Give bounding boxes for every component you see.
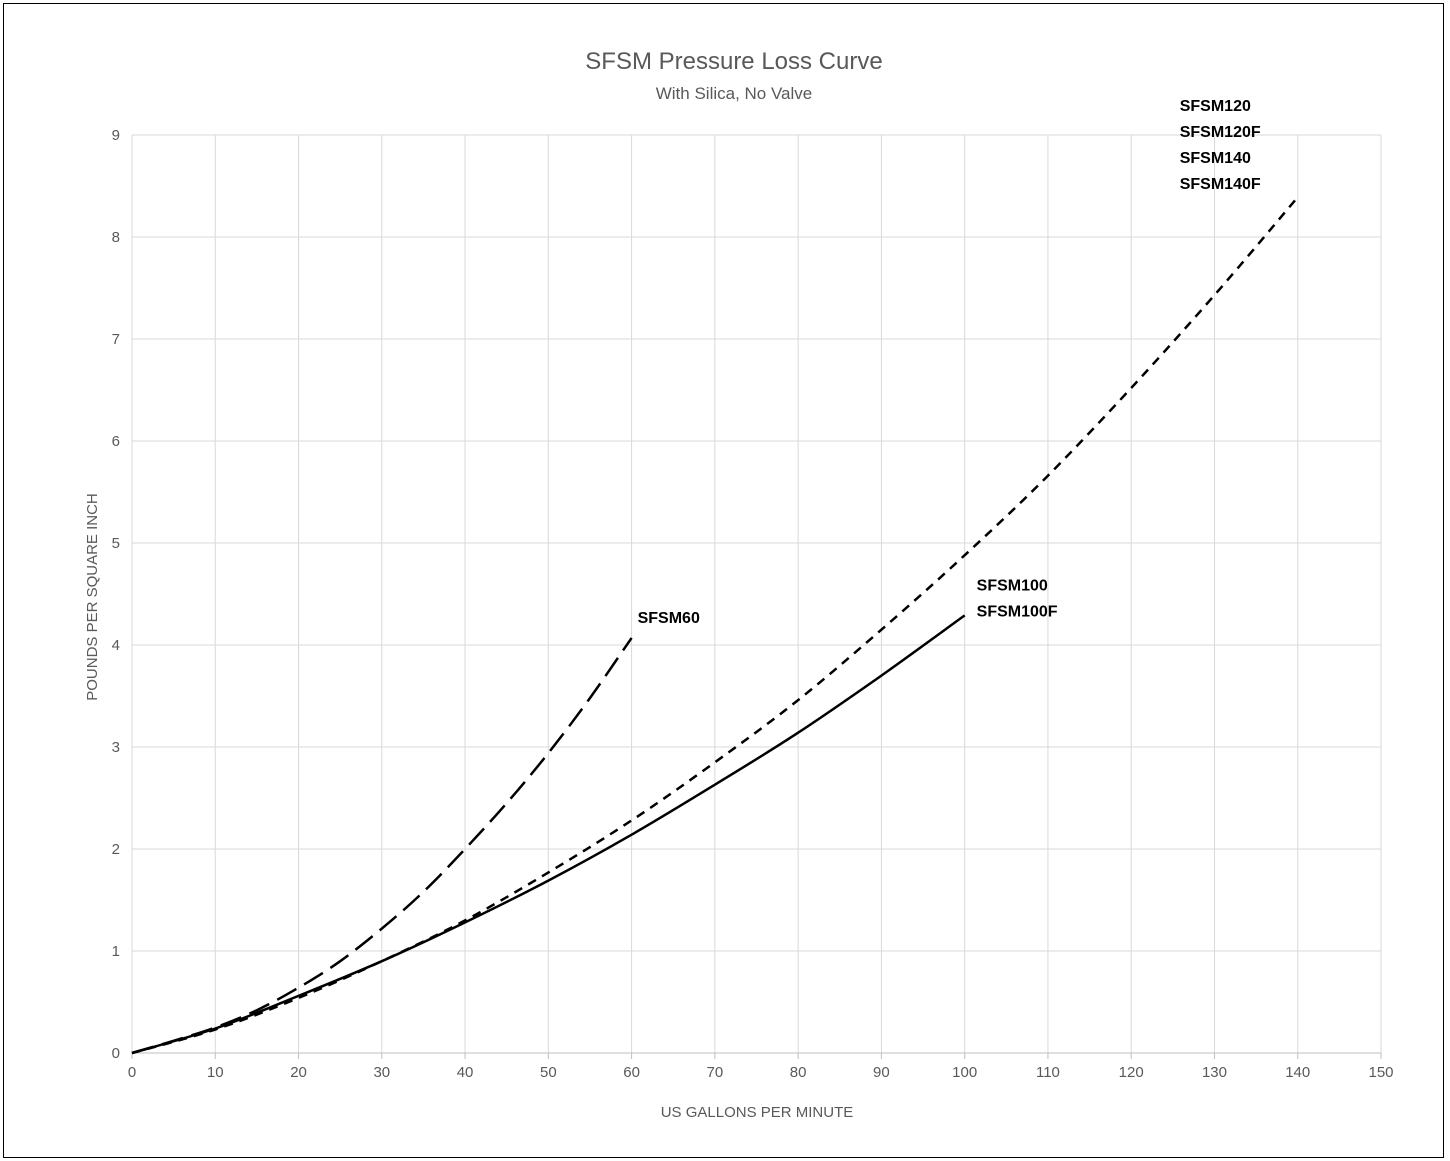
series-label-sfsm100: SFSM100 [977,577,1048,594]
x-tick-label: 0 [128,1064,136,1081]
series-line-sfsm60 [131,637,633,1055]
x-tick-label: 120 [1119,1064,1144,1081]
x-tick-label: 40 [457,1064,474,1081]
y-tick-label: 0 [112,1045,120,1062]
series-line-sfsm100 [131,614,966,1055]
y-axis-label: POUNDS PER SQUARE INCH [84,493,101,701]
series-label-sfsm140f: SFSM140F [1180,176,1261,193]
x-tick-label: 130 [1202,1064,1227,1081]
x-tick-label: 20 [290,1064,307,1081]
series-lines [131,196,1299,1055]
series-label-sfsm100f: SFSM100F [977,603,1058,620]
y-tick-label: 3 [112,739,120,756]
y-tick-label: 1 [112,943,120,960]
series-label-sfsm120f: SFSM120F [1180,124,1261,141]
axes: 0 10 20 30 40 50 60 70 80 90 100 110 120 130 140 150 0 1 2… [112,127,1394,1081]
x-axis-label: US GALLONS PER MINUTE [661,1104,854,1121]
y-tick-label: 7 [112,331,120,348]
chart-frame: SFSM Pressure Loss Curve With Silica, No… [3,3,1444,1158]
series-labels: SFSM60 SFSM100 SFSM100F SFSM120 SFSM120F SFSM… [638,98,1261,627]
series-label-sfsm60: SFSM60 [638,610,700,627]
x-tick-label: 50 [540,1064,557,1081]
grid [132,134,1382,1053]
series-label-sfsm120: SFSM120 [1180,98,1251,115]
x-tick-label: 70 [707,1064,724,1081]
y-tick-label: 9 [112,127,120,144]
x-tick-label: 10 [207,1064,224,1081]
y-tick-label: 5 [112,535,120,552]
x-tick-label: 80 [790,1064,807,1081]
x-tick-label: 110 [1036,1064,1060,1081]
y-tick-label: 6 [112,433,120,450]
chart-title: SFSM Pressure Loss Curve [585,48,882,75]
y-tick-label: 2 [112,841,120,858]
y-tick-label: 8 [112,229,120,246]
x-tick-label: 30 [373,1064,390,1081]
x-tick-label: 150 [1368,1064,1393,1081]
y-tick-label: 4 [112,637,120,654]
chart-subtitle: With Silica, No Valve [656,84,813,103]
series-label-sfsm140: SFSM140 [1180,150,1251,167]
x-tick-label: 100 [952,1064,977,1081]
x-tick-label: 140 [1285,1064,1310,1081]
chart: SFSM Pressure Loss Curve With Silica, No… [84,48,1394,1121]
x-tick-label: 60 [623,1064,640,1081]
x-tick-label: 90 [873,1064,890,1081]
series-line-sfsm120 [131,196,1299,1055]
